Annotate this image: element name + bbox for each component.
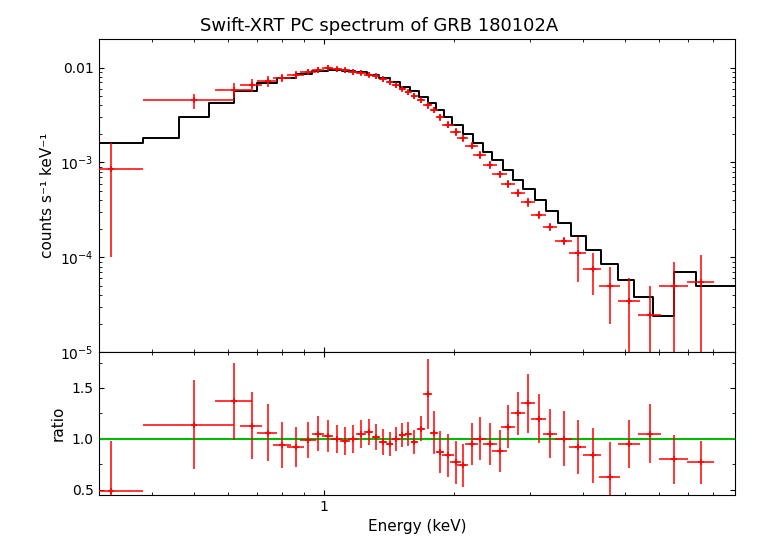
- Y-axis label: ratio: ratio: [51, 406, 66, 441]
- X-axis label: Energy (keV): Energy (keV): [368, 519, 466, 534]
- Text: Swift-XRT PC spectrum of GRB 180102A: Swift-XRT PC spectrum of GRB 180102A: [200, 17, 558, 34]
- Y-axis label: counts s⁻¹ keV⁻¹: counts s⁻¹ keV⁻¹: [39, 133, 55, 259]
